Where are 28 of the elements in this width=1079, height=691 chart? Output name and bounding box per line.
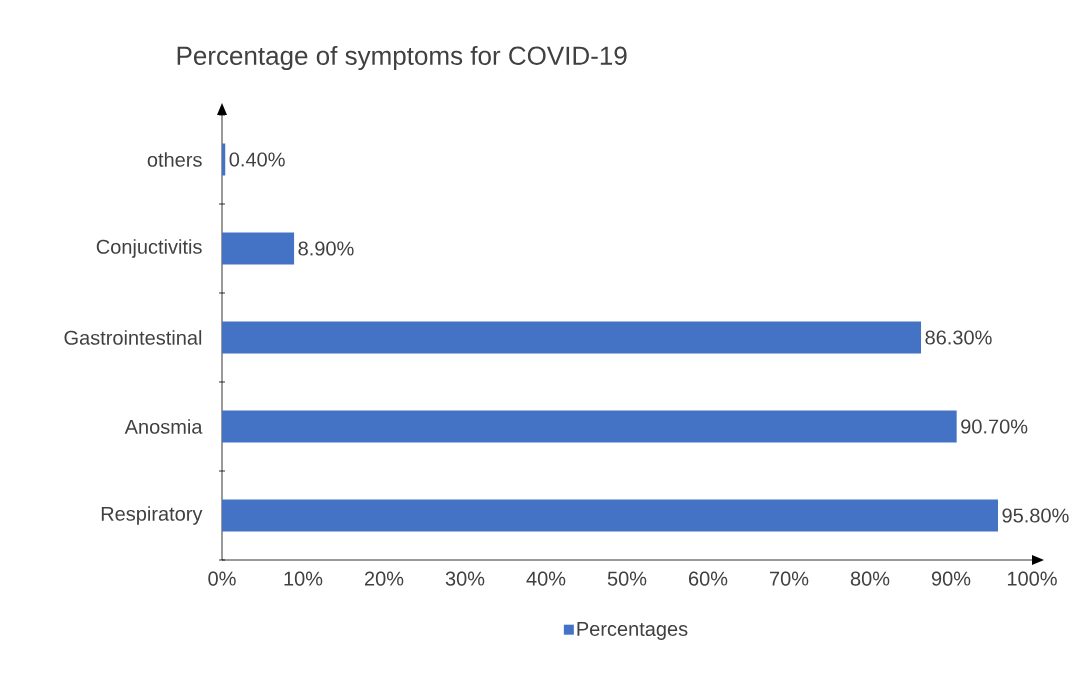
x-tick-label: 30% bbox=[445, 571, 485, 586]
bar bbox=[222, 143, 226, 176]
x-tick-label: 70% bbox=[770, 571, 809, 586]
bar bbox=[222, 499, 998, 532]
data-label: 0.40% bbox=[229, 152, 285, 167]
y-tick-label: Anosmia bbox=[124, 419, 203, 434]
chart-title: Percentage of symptoms for COVID-19 bbox=[177, 45, 627, 71]
bar bbox=[222, 232, 295, 265]
data-label: 8.90% bbox=[298, 241, 354, 256]
bar bbox=[222, 321, 922, 354]
x-tick-label: 100% bbox=[1007, 571, 1057, 586]
x-tick-label: 20% bbox=[364, 571, 404, 586]
x-tick-label: 90% bbox=[931, 571, 971, 586]
x-tick-label: 0% bbox=[208, 571, 236, 586]
x-tick-label: 10% bbox=[284, 571, 323, 586]
y-tick-label: Respiratory bbox=[101, 506, 203, 525]
x-tick-label: 60% bbox=[689, 571, 728, 586]
legend-label: Percentages bbox=[577, 622, 688, 640]
bar bbox=[222, 410, 957, 443]
data-label: 95.80% bbox=[1002, 508, 1069, 523]
data-label: 90.70% bbox=[961, 419, 1028, 434]
y-tick-label: Gastrointestinal bbox=[64, 330, 202, 345]
x-tick-label: 50% bbox=[607, 571, 647, 586]
x-tick-label: 80% bbox=[850, 571, 890, 586]
data-label: 86.30% bbox=[925, 330, 992, 345]
x-tick-label: 40% bbox=[526, 571, 566, 586]
y-tick-label: others bbox=[147, 152, 202, 167]
y-tick-label: Conjuctivitis bbox=[96, 239, 202, 258]
